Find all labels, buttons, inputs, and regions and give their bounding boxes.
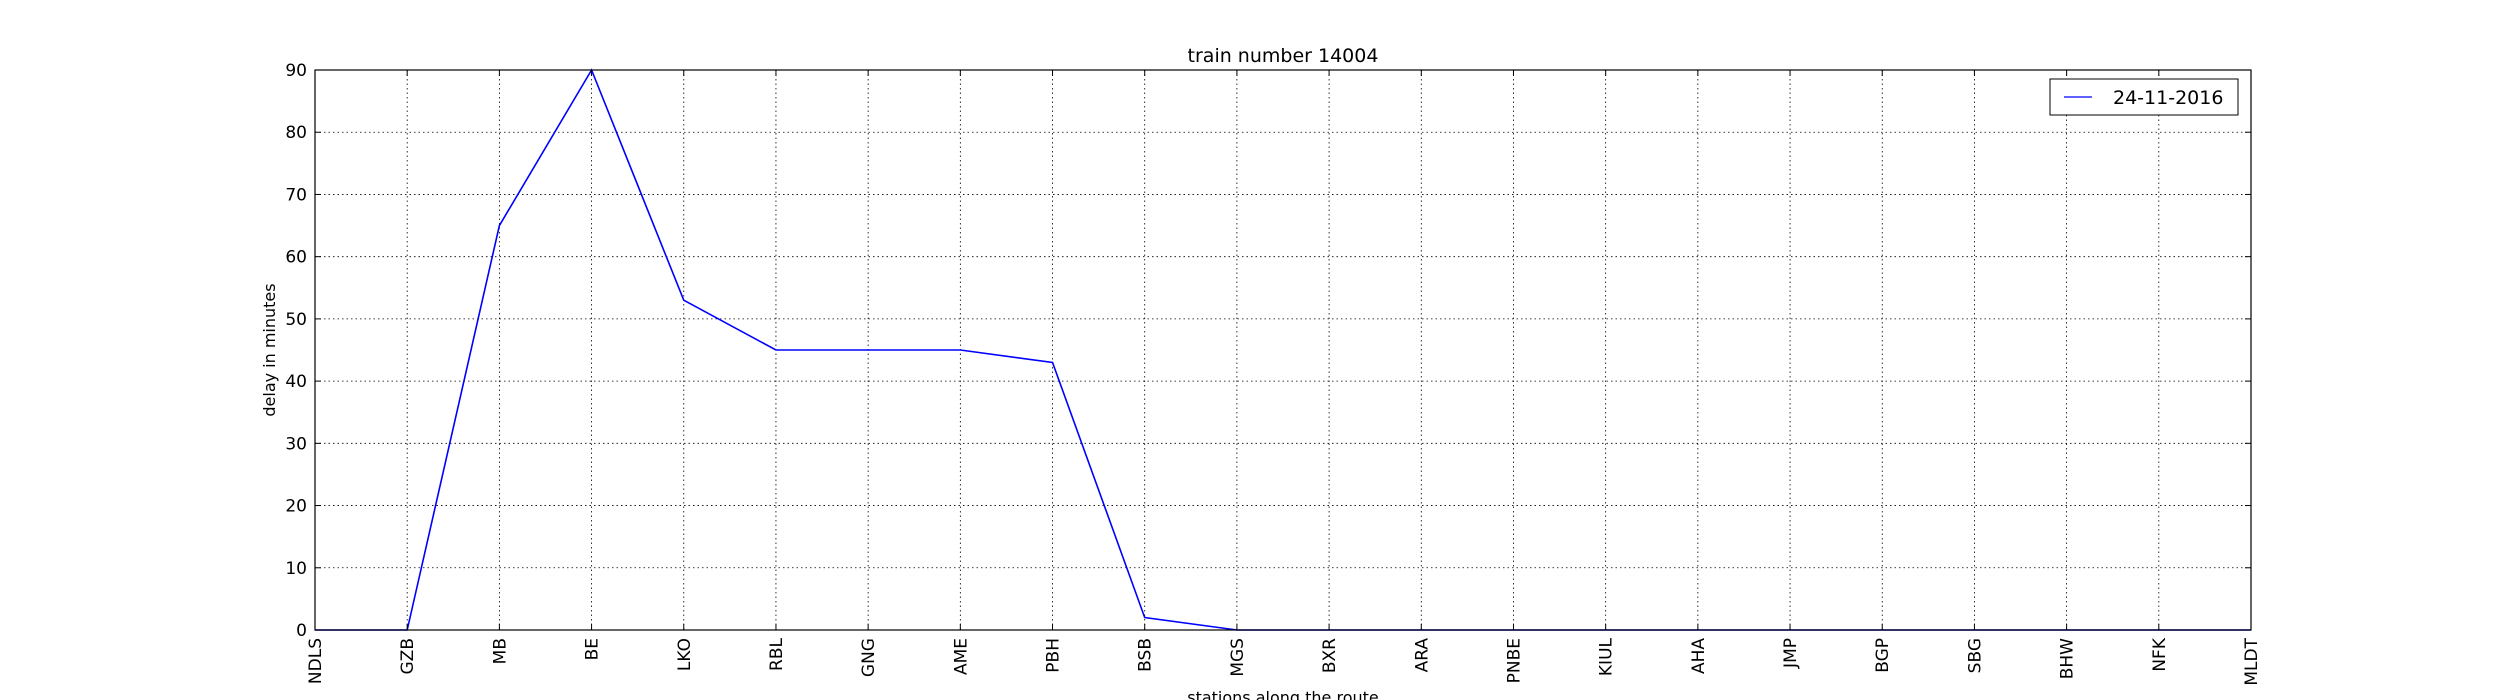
x-tick-label: BGP (1873, 638, 1893, 673)
x-tick-label: BHW (2058, 638, 2078, 679)
y-tick-label: 60 (285, 248, 307, 268)
x-tick-label: MLDT (2242, 637, 2262, 685)
legend-label: 24-11-2016 (2113, 87, 2223, 109)
axis-ticks: NDLS GZB MB BE LKO RBL GNG AME PBH BSB MGS BXR ARA PN… (285, 61, 2262, 686)
x-tick-label: GNG (859, 638, 879, 677)
x-tick-label: MB (490, 638, 510, 664)
x-tick-label: BE (583, 638, 603, 660)
y-tick-label: 20 (285, 497, 307, 517)
x-tick-label: NFK (2150, 637, 2170, 671)
x-axis-label: stations along the route (1187, 688, 1379, 700)
x-tick-label: ARA (1412, 638, 1432, 673)
x-tick-label: BXR (1320, 638, 1340, 673)
legend: 24-11-2016 (2049, 78, 2239, 116)
y-axis-label: delay in minutes (260, 283, 279, 416)
chart-title: train number 14004 (1188, 45, 1379, 67)
y-tick-label: 0 (296, 621, 307, 641)
x-tick-label: GZB (398, 638, 418, 674)
y-tick-label: 90 (285, 61, 307, 81)
x-tick-label: JMP (1781, 638, 1801, 669)
x-tick-label: PBH (1044, 638, 1064, 673)
x-tick-label: NDLS (306, 638, 326, 684)
y-tick-label: 50 (285, 310, 307, 330)
y-tick-label: 10 (285, 559, 307, 579)
y-tick-label: 40 (285, 372, 307, 392)
y-tick-label: 80 (285, 123, 307, 143)
plot-frame (314, 69, 2252, 631)
x-tick-label: AHA (1689, 638, 1709, 674)
x-tick-label: MGS (1228, 638, 1248, 677)
x-tick-label: AME (951, 638, 971, 675)
y-tick-label: 70 (285, 185, 307, 205)
x-tick-label: BSB (1136, 638, 1156, 672)
x-tick-label: PNBE (1504, 638, 1524, 683)
x-tick-label: SBG (1965, 638, 1985, 673)
x-tick-label: RBL (767, 637, 787, 670)
x-tick-label: LKO (675, 638, 695, 671)
x-tick-label: KIUL (1597, 637, 1617, 676)
y-tick-label: 30 (285, 434, 307, 454)
